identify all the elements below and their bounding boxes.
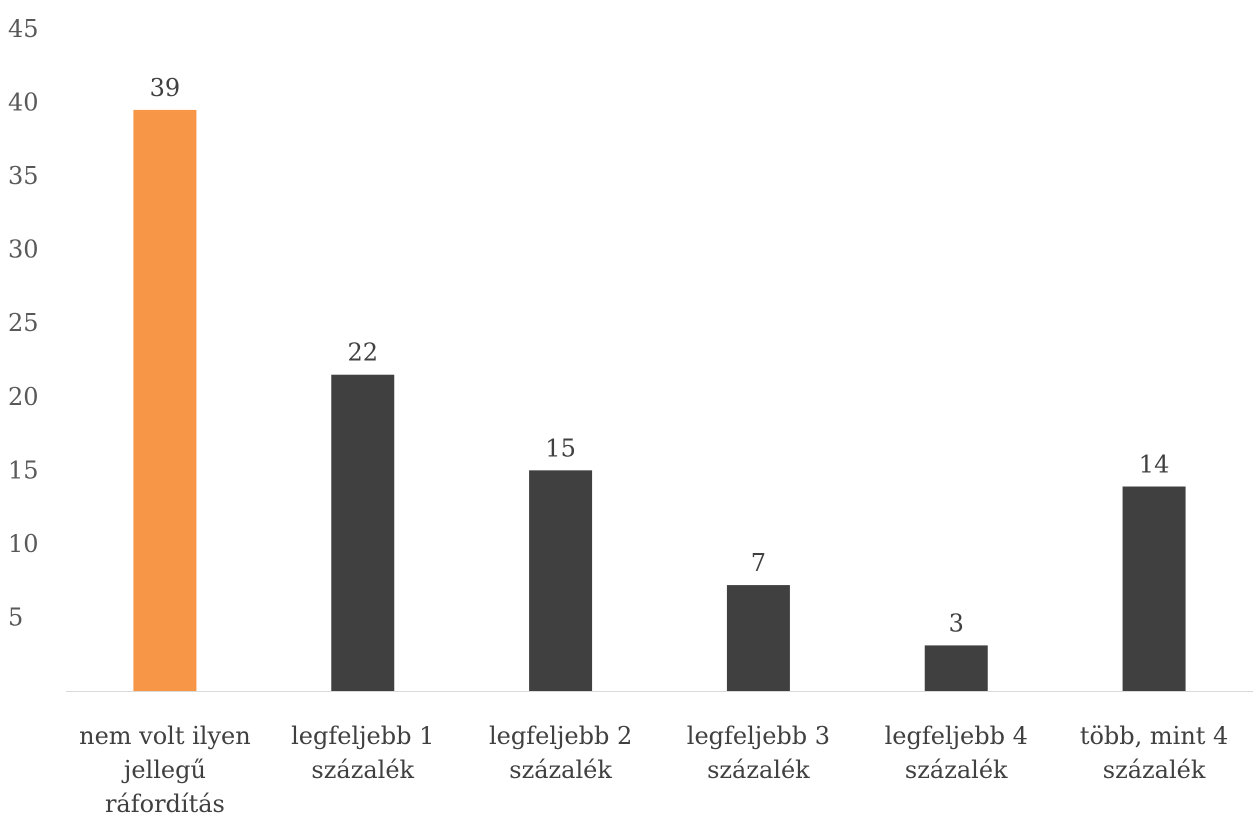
category-labels: nem volt ilyen jellegű ráfordítás legfeljeb… (79, 722, 1228, 818)
category-label: legfeljebb 3 (687, 722, 830, 750)
category-label: százalék (707, 756, 810, 784)
y-tick-label: 25 (8, 309, 39, 337)
bar (133, 109, 197, 691)
y-tick-label: 15 (8, 456, 39, 484)
bar (331, 374, 395, 691)
y-tick-label: 20 (8, 383, 39, 411)
data-label: 14 (1139, 451, 1170, 479)
bar (529, 470, 593, 691)
category-label: százalék (311, 756, 414, 784)
category-label: ráfordítás (105, 790, 225, 818)
data-label: 7 (751, 549, 766, 577)
category-label: több, mint 4 (1080, 722, 1229, 750)
category-label: nem volt ilyen (79, 722, 251, 750)
data-label: 22 (347, 339, 378, 367)
y-tick-label: 5 (8, 603, 23, 631)
y-tick-label: 40 (8, 89, 39, 117)
bar (924, 645, 988, 691)
bar (726, 585, 790, 691)
y-tick-label: 30 (8, 236, 39, 264)
y-tick-label: 35 (8, 162, 39, 190)
bar (1122, 486, 1186, 691)
category-label: százalék (509, 756, 612, 784)
category-label: legfeljebb 2 (489, 722, 632, 750)
category-label: százalék (1103, 756, 1206, 784)
category-label: jellegű (121, 756, 206, 784)
category-label: legfeljebb 1 (291, 722, 434, 750)
y-tick-label: 10 (8, 530, 39, 558)
data-labels: 39 22 15 7 3 14 (150, 74, 1170, 637)
data-label: 15 (545, 434, 576, 462)
y-tick-label: 45 (8, 15, 39, 43)
category-label: százalék (905, 756, 1008, 784)
category-label: legfeljebb 4 (885, 722, 1028, 750)
data-label: 3 (949, 609, 964, 637)
data-label: 39 (150, 74, 181, 102)
bars (133, 109, 1186, 691)
y-axis-ticks: 5 10 15 20 25 30 35 40 45 (8, 15, 39, 631)
